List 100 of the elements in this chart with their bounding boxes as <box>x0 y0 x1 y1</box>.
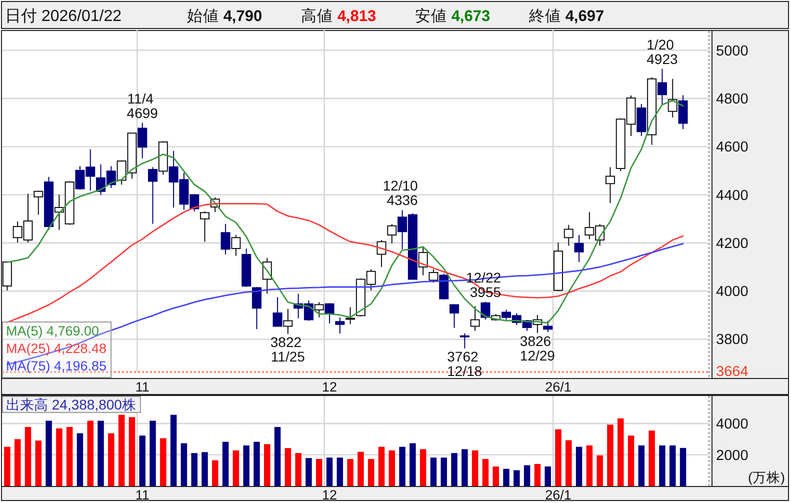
bar <box>243 445 250 486</box>
text: MA(5) 4,769.00 <box>6 324 100 338</box>
candlestick <box>553 242 564 292</box>
bar <box>222 442 229 486</box>
bar <box>680 448 686 486</box>
bar <box>430 458 437 486</box>
bar <box>648 430 655 486</box>
bar <box>24 426 32 486</box>
bar <box>128 417 136 486</box>
bar <box>98 420 104 486</box>
candlestick <box>44 176 54 230</box>
bar <box>150 420 156 486</box>
candlestick <box>242 248 252 288</box>
bar <box>76 433 84 486</box>
bar <box>462 449 468 486</box>
y-tick-label: 4200 <box>716 236 748 252</box>
series-label: MA(75) 4,196.85 <box>6 358 107 374</box>
bar <box>191 453 198 486</box>
x-tick-label: 26/1 <box>545 380 572 394</box>
y-tick-label: 4800 <box>716 91 748 108</box>
annotation: 1/20 4923 <box>646 36 678 67</box>
bar <box>607 424 614 486</box>
x-tick-label: 12 <box>322 380 338 394</box>
bar <box>659 445 666 486</box>
bar <box>440 458 447 486</box>
bar <box>388 450 396 486</box>
bar <box>503 468 510 486</box>
chart-title: 日付 2026/01/22 <box>5 8 122 25</box>
bar <box>274 426 281 486</box>
candlestick <box>543 320 553 333</box>
text: 安値 4,673 <box>415 7 490 25</box>
candlestick <box>34 190 44 216</box>
bar <box>378 446 385 486</box>
y-tick-label: 3800 <box>716 332 748 348</box>
bar <box>596 455 603 486</box>
bar <box>576 446 582 486</box>
candlestick <box>200 210 210 242</box>
bar <box>160 438 166 486</box>
candlestick <box>220 223 230 255</box>
candlestick <box>480 301 490 320</box>
candlestick <box>564 224 574 246</box>
annotation: 3826 12/29 <box>520 332 556 364</box>
bar <box>4 446 10 486</box>
candlestick <box>668 78 678 118</box>
candlestick <box>387 224 397 244</box>
candlestick <box>148 166 158 224</box>
bar <box>264 444 270 486</box>
y-tick-label: 4000 <box>716 416 748 433</box>
bar <box>555 429 562 486</box>
candlestick <box>314 302 324 318</box>
text: 始値 4,790 <box>187 8 262 25</box>
x-tick-label: 11 <box>135 488 150 502</box>
bar <box>420 449 426 486</box>
candlestick <box>605 166 615 204</box>
candlestick <box>574 234 584 262</box>
bar <box>628 436 634 486</box>
annotation: 12/10 4336 <box>382 178 422 208</box>
candlestick <box>231 234 241 256</box>
bar <box>46 420 52 486</box>
bar <box>586 445 593 486</box>
candlestick <box>272 296 282 328</box>
bar <box>14 439 21 486</box>
ref-line-label: 3664 <box>716 364 748 380</box>
candlestick <box>335 316 345 334</box>
bar <box>66 426 73 486</box>
bar <box>202 452 208 486</box>
candlestick <box>283 308 293 334</box>
candlestick <box>376 240 386 268</box>
x-tick-label: 11 <box>135 380 150 394</box>
bar <box>295 453 302 486</box>
candlestick <box>460 332 470 349</box>
bar <box>347 458 354 486</box>
annotation: 11/4 4699 <box>126 90 158 121</box>
x-tick-label: 12 <box>322 488 338 502</box>
bar <box>358 452 364 486</box>
candlestick <box>346 306 356 325</box>
candlestick <box>647 76 657 146</box>
candlestick <box>439 273 449 300</box>
bar <box>669 445 676 486</box>
bar <box>139 436 146 486</box>
y-tick-label: 2000 <box>716 448 748 464</box>
text: 高値 4,813 <box>301 7 376 25</box>
annotation: 3822 11/25 <box>270 334 306 364</box>
bar <box>524 465 530 486</box>
bar <box>212 460 218 486</box>
bar <box>368 458 374 486</box>
candlestick <box>324 302 334 324</box>
text: 終値 4,697 <box>528 8 604 25</box>
annotation: 3762 12/18 <box>447 348 482 379</box>
bar <box>232 450 240 486</box>
y-tick-label: 4400 <box>716 188 748 204</box>
chart-title: 出来高 24,388,800株 <box>6 396 136 412</box>
bar <box>118 414 125 486</box>
bar <box>534 464 541 486</box>
candlestick <box>252 286 262 330</box>
bar <box>399 446 406 486</box>
candlestick <box>450 304 460 328</box>
candlestick <box>657 68 667 106</box>
bar <box>316 458 322 486</box>
candlestick <box>678 94 688 130</box>
